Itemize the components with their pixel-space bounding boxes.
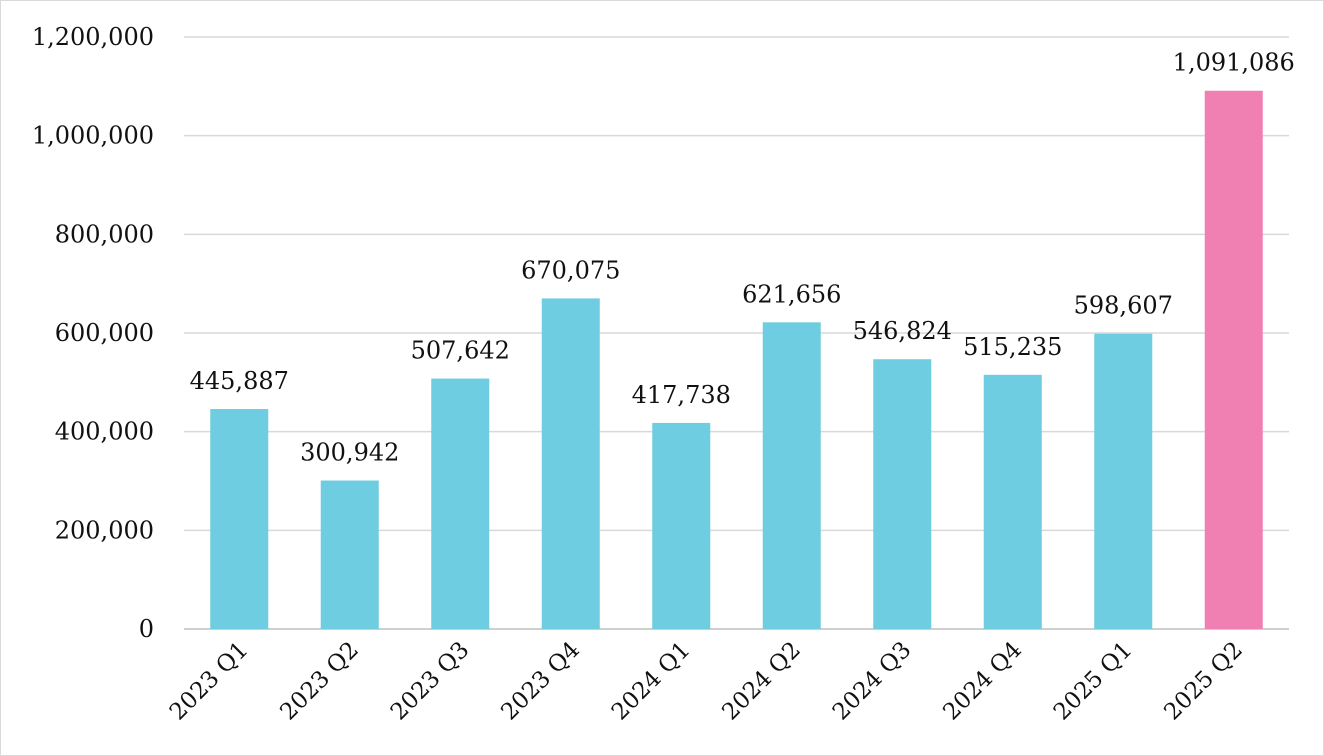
data-label: 546,824 xyxy=(853,317,952,345)
data-labels: 445,887 300,942 507,642 670,075 417,738 621,6… xyxy=(190,49,1295,467)
y-tick-label: 400,000 xyxy=(55,418,154,446)
bar-2025-q1 xyxy=(1094,333,1153,629)
x-category-label: 2023 Q1 xyxy=(165,637,254,726)
bar-2025-q2 xyxy=(1204,90,1263,630)
data-label: 445,887 xyxy=(190,367,289,395)
data-label: 621,656 xyxy=(742,280,841,308)
bar-2023-q2 xyxy=(320,480,379,629)
bar-2023-q1 xyxy=(210,409,269,629)
bar-2023-q4 xyxy=(541,298,600,629)
data-label: 507,642 xyxy=(411,337,510,365)
x-category-label: 2024 Q2 xyxy=(717,637,806,726)
bar-2023-q3 xyxy=(431,378,490,629)
y-axis-ticks: 0 200,000 400,000 600,000 800,000 1,000,000 1,… xyxy=(32,23,154,643)
data-label: 515,235 xyxy=(963,333,1062,361)
data-label: 417,738 xyxy=(632,381,731,409)
bar-2024-q3 xyxy=(873,359,932,629)
bar-2024-q1 xyxy=(652,422,711,629)
y-tick-label: 0 xyxy=(139,615,154,643)
y-tick-label: 1,200,000 xyxy=(32,23,154,51)
x-category-label: 2024 Q3 xyxy=(828,637,917,726)
x-category-label: 2023 Q2 xyxy=(275,637,364,726)
x-category-label: 2023 Q3 xyxy=(386,637,475,726)
x-category-label: 2024 Q1 xyxy=(607,637,696,726)
y-tick-label: 200,000 xyxy=(55,516,154,544)
data-label: 598,607 xyxy=(1074,292,1173,320)
bars xyxy=(210,90,1263,630)
data-label: 300,942 xyxy=(300,439,399,467)
data-label: 670,075 xyxy=(521,256,620,284)
x-category-label: 2023 Q4 xyxy=(496,637,585,726)
bar-2024-q4 xyxy=(983,374,1042,629)
x-category-label: 2025 Q2 xyxy=(1159,637,1248,726)
x-category-label: 2024 Q4 xyxy=(938,637,1027,726)
x-axis-categories: 2023 Q1 2023 Q2 2023 Q3 2023 Q4 2024 Q1 2024 … xyxy=(165,637,1248,726)
x-category-label: 2025 Q1 xyxy=(1049,637,1138,726)
y-tick-label: 1,000,000 xyxy=(32,122,154,150)
y-tick-label: 600,000 xyxy=(55,319,154,347)
y-tick-label: 800,000 xyxy=(55,220,154,248)
data-label: 1,091,086 xyxy=(1173,49,1295,77)
bar-2024-q2 xyxy=(762,322,821,629)
